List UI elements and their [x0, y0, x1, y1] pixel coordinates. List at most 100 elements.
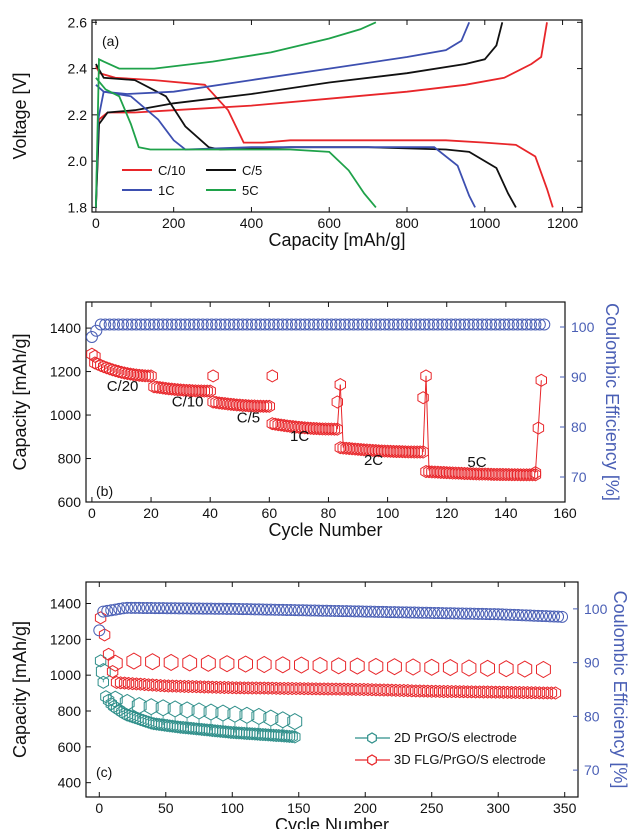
- efficiency-marker: [179, 318, 192, 331]
- y2-tick-label: 80: [571, 419, 587, 435]
- series-3d-upper-marker: [200, 654, 216, 672]
- series-3d-marker: [454, 685, 466, 699]
- efficiency-marker: [484, 608, 497, 621]
- efficiency-marker: [422, 318, 435, 331]
- capacity-marker: [210, 395, 222, 409]
- efficiency-marker: [303, 318, 316, 331]
- capacity-marker: [322, 422, 335, 436]
- series-3d-upper-marker: [256, 655, 272, 674]
- efficiency-marker: [272, 318, 285, 331]
- capacity-marker: [334, 378, 346, 392]
- capacity-marker: [535, 373, 547, 387]
- series-3d-marker: [154, 679, 167, 693]
- series-3d-marker: [370, 683, 382, 697]
- capacity-marker: [296, 421, 308, 435]
- series-3d-marker: [517, 686, 530, 700]
- capacity-marker: [112, 364, 125, 379]
- efficiency-marker: [498, 318, 511, 331]
- capacity-marker: [441, 466, 453, 480]
- capacity-connector: [336, 384, 341, 430]
- x-tick-label: 50: [158, 800, 174, 816]
- efficiency-marker: [538, 318, 551, 331]
- capacity-marker: [118, 366, 131, 380]
- capacity-marker: [198, 384, 210, 398]
- efficiency-marker: [476, 318, 489, 331]
- efficiency-marker: [256, 603, 269, 616]
- efficiency-marker: [334, 318, 347, 331]
- capacity-marker: [420, 369, 432, 383]
- capacity-marker: [444, 466, 456, 480]
- series-3d-marker: [469, 685, 482, 699]
- series-3d-marker: [318, 682, 330, 696]
- series-3d-marker: [298, 682, 310, 696]
- series-3d-marker: [306, 682, 318, 696]
- efficiency-marker: [507, 318, 520, 331]
- series-2d-upper-marker: [227, 705, 243, 723]
- capacity-marker: [352, 442, 364, 456]
- efficiency-marker: [468, 607, 481, 620]
- x-tick-label: 350: [553, 800, 577, 816]
- series-3d-marker: [210, 680, 222, 694]
- panel-label: (a): [102, 33, 119, 49]
- efficiency-marker: [508, 608, 521, 621]
- series-green-charge-line: [95, 21, 377, 208]
- legend-label: C/10: [158, 163, 185, 178]
- capacity-marker: [207, 369, 219, 383]
- efficiency-marker: [272, 603, 285, 616]
- series-3d-marker: [481, 685, 494, 699]
- series-3d-upper-marker: [442, 659, 458, 677]
- x-tick-label: 1200: [547, 215, 578, 231]
- efficiency-marker: [524, 609, 537, 622]
- series-3d-marker: [122, 676, 135, 690]
- x-tick-label: 600: [318, 215, 342, 231]
- efficiency-marker: [268, 603, 281, 616]
- capacity-marker: [248, 399, 261, 413]
- efficiency-marker: [352, 605, 365, 618]
- series-3d-marker: [330, 682, 342, 696]
- capacity-marker: [429, 465, 441, 479]
- efficiency-marker: [121, 318, 134, 331]
- capacity-marker: [509, 468, 521, 482]
- rate-annotation: C/5: [237, 410, 260, 427]
- rate-annotation: C/20: [107, 378, 139, 395]
- efficiency-marker: [103, 318, 116, 331]
- series-3d-marker: [446, 685, 458, 699]
- series-3d-marker: [529, 686, 542, 700]
- capacity-marker: [378, 444, 391, 458]
- efficiency-marker: [263, 318, 276, 331]
- efficiency-marker: [460, 607, 473, 620]
- efficiency-marker: [108, 318, 121, 331]
- efficiency-marker: [387, 318, 400, 331]
- series-3d-upper-marker: [349, 657, 365, 675]
- capacity-connector: [534, 380, 542, 473]
- capacity-marker: [449, 466, 462, 480]
- efficiency-marker: [360, 318, 373, 331]
- capacity-marker: [473, 467, 485, 481]
- series-3d-marker: [505, 685, 518, 699]
- efficiency-marker: [493, 318, 506, 331]
- y-tick-label: 1200: [50, 631, 81, 647]
- efficiency-marker: [298, 318, 311, 331]
- efficiency-marker: [187, 318, 200, 331]
- series-3d-marker: [262, 681, 274, 695]
- series-3d-marker: [501, 685, 514, 699]
- efficiency-marker: [378, 318, 391, 331]
- efficiency-marker: [472, 607, 485, 620]
- capacity-marker: [316, 422, 329, 436]
- series-2d-marker: [100, 690, 112, 704]
- series-3d-marker: [414, 684, 426, 698]
- capacity-marker: [479, 467, 491, 481]
- efficiency-marker: [97, 605, 110, 618]
- capacity-marker: [278, 418, 290, 433]
- series-3d-marker: [190, 680, 203, 694]
- series-3d-upper-marker: [331, 657, 347, 675]
- series-3d-marker: [394, 683, 406, 697]
- plot-frame: [91, 19, 583, 213]
- capacity-marker: [293, 420, 305, 434]
- capacity-marker: [325, 422, 338, 436]
- series-3d-marker: [186, 680, 199, 694]
- panel-b: 0 20 40 60 80 100 120 140 160 600 800 1000 1200 1400 C…: [10, 301, 622, 540]
- x-tick-label: 0: [95, 800, 103, 816]
- y-tick-label: 2.2: [68, 107, 88, 123]
- efficiency-marker: [281, 318, 294, 331]
